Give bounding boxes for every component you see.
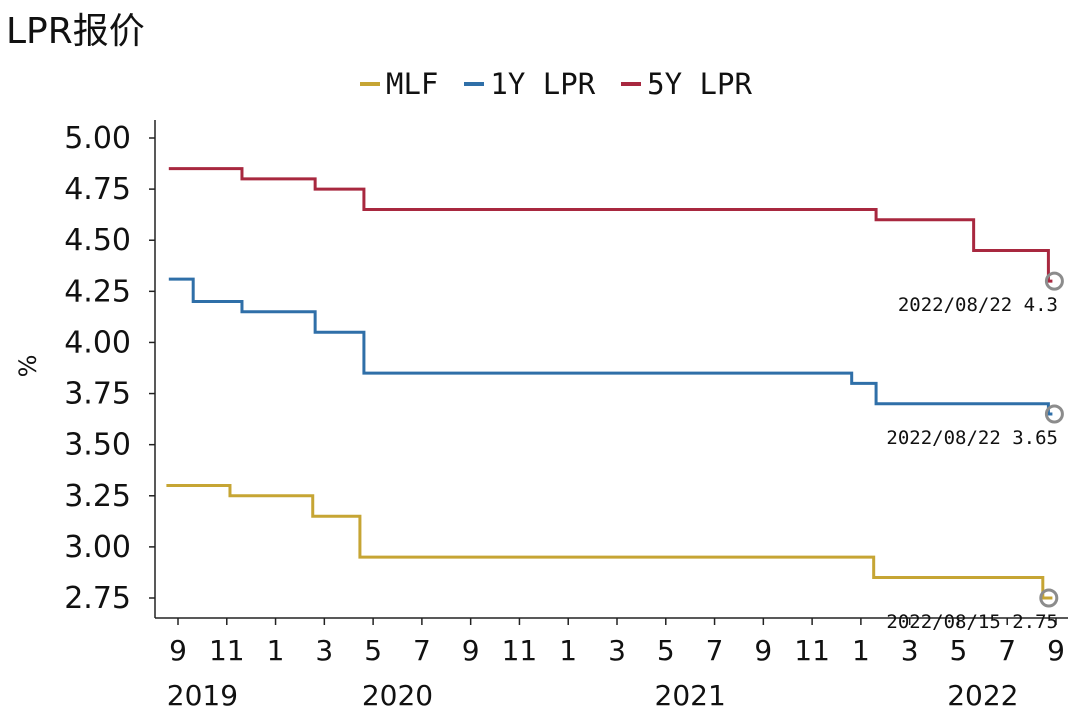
x-tick-label: 1 [559,634,577,667]
x-tick-label: 1 [852,634,870,667]
annotation-1y-lpr: 2022/08/22 3.65 [886,427,1058,449]
x-tick-label: 3 [315,634,333,667]
chart-title: LPR报价 [6,11,145,52]
x-year-label: 2022 [947,679,1018,710]
x-year-label: 2020 [362,679,433,710]
series-line-1y-lpr [168,277,1053,416]
y-tick-label: 4.25 [64,274,131,309]
x-tick-label: 3 [901,634,919,667]
y-tick-label: 4.00 [64,325,131,360]
x-tick-label: 7 [413,634,431,667]
x-tick-label: 1 [267,634,285,667]
x-tick-label: 9 [1047,634,1065,667]
x-tick-label: 5 [950,634,968,667]
end-marker-mlf [1039,588,1059,608]
y-tick-label: 3.75 [64,377,131,412]
end-marker-1y-lpr [1044,404,1064,424]
x-tick-label: 7 [998,634,1016,667]
series-line-5y-lpr [168,167,1053,283]
legend-swatch-5y-lpr [621,82,642,86]
annotation-mlf: 2022/08/15 2.75 [886,611,1058,633]
legend-label-5y-lpr: 5Y LPR [647,67,752,101]
x-tick-label: 9 [754,634,772,667]
legend: MLF 1Y LPR 5Y LPR [360,64,778,104]
series-line-mlf [166,484,1053,600]
y-tick-label: 3.50 [64,428,131,463]
x-tick-label: 3 [608,634,626,667]
y-tick-label: 4.50 [64,223,131,258]
x-tick-label: 9 [462,634,480,667]
x-tick-label: 5 [657,634,675,667]
legend-item-mlf: MLF [360,67,438,101]
x-tick-label: 5 [364,634,382,667]
legend-label-mlf: MLF [386,67,439,101]
legend-label-1y-lpr: 1Y LPR [490,67,596,101]
annotation-5y-lpr: 2022/08/22 4.3 [898,294,1058,316]
x-year-label: 2021 [655,679,726,710]
x-tick-label: 9 [169,634,187,667]
x-year-label: 2019 [167,679,238,710]
y-tick-label: 3.00 [64,530,131,565]
legend-swatch-1y-lpr [464,82,485,86]
legend-swatch-mlf [360,82,380,86]
legend-item-5y-lpr: 5Y LPR [621,67,752,101]
x-tick-label: 11 [209,634,245,667]
y-tick-label: 2.75 [64,581,131,616]
y-tick-label: 3.25 [64,479,131,514]
legend-item-1y-lpr: 1Y LPR [464,67,595,101]
y-tick-label: 4.75 [64,172,131,207]
x-tick-label: 11 [502,634,538,667]
x-tick-label: 7 [706,634,724,667]
y-tick-label: 5.00 [64,121,131,156]
x-tick-label: 11 [794,634,830,667]
end-marker-5y-lpr [1044,271,1064,291]
